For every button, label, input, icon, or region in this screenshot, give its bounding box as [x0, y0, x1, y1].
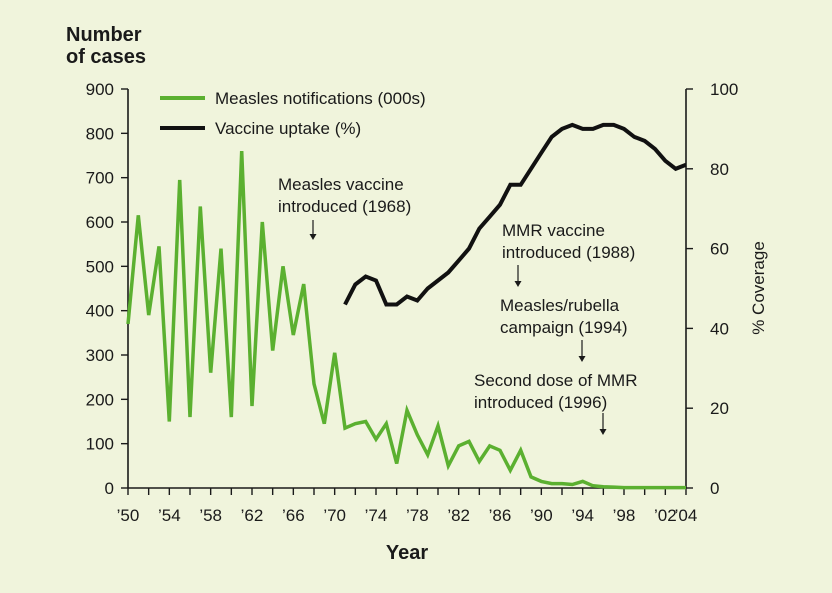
y-tick-label-left: 0	[105, 479, 114, 498]
x-tick-label: ’78	[406, 506, 429, 525]
y-tick-label-right: 100	[710, 80, 738, 99]
x-tick-label: ’66	[282, 506, 305, 525]
y-tick-label-left: 100	[86, 435, 114, 454]
legend-label: Measles notifications (000s)	[215, 89, 426, 108]
annotation-arrowhead	[578, 356, 586, 362]
x-tick-label: ’94	[571, 506, 594, 525]
axes-group	[121, 88, 693, 495]
annotation-arrowhead	[514, 281, 522, 287]
x-tick-label: ’54	[158, 506, 181, 525]
annotation-text: introduced (1968)	[278, 197, 411, 216]
y-tick-label-left: 800	[86, 124, 114, 143]
x-tick-label: ’62	[241, 506, 264, 525]
annotation-arrowhead	[599, 429, 607, 435]
x-tick-label: ’98	[613, 506, 636, 525]
x-tick-label: ’50	[117, 506, 140, 525]
y-axis-title-left: of cases	[66, 46, 146, 68]
x-tick-label: ’90	[530, 506, 553, 525]
x-axis-title: Year	[386, 542, 428, 564]
annotation-text: Second dose of MMR	[474, 371, 637, 390]
y-tick-label-right: 20	[710, 399, 729, 418]
x-tick-label: ’70	[323, 506, 346, 525]
annotation-text: Measles vaccine	[278, 175, 404, 194]
y-tick-label-left: 500	[86, 257, 114, 276]
annotation-text: introduced (1996)	[474, 393, 607, 412]
measles-notifications-line	[126, 151, 686, 490]
y-tick-label-left: 900	[86, 80, 114, 99]
y-tick-label-right: 60	[710, 240, 729, 259]
x-tick-label: ’74	[365, 506, 388, 525]
y-tick-label-right: 0	[710, 479, 719, 498]
vaccine-uptake-line	[343, 122, 687, 307]
x-tick-label: ’04	[675, 506, 698, 525]
annotation-text: campaign (1994)	[500, 318, 628, 337]
labels-group: 0 100 200 300 400 500 600 700 800 900 0 20 40 60 80 100…	[66, 24, 768, 564]
y-tick-label-left: 300	[86, 346, 114, 365]
legend-label: Vaccine uptake (%)	[215, 119, 361, 138]
annotation-text: MMR vaccine	[502, 221, 605, 240]
y-tick-label-left: 200	[86, 390, 114, 409]
y-axis-title-left: Number	[66, 24, 142, 46]
x-tick-label: ’02	[654, 506, 677, 525]
y-tick-label-left: 700	[86, 169, 114, 188]
series-group	[126, 122, 687, 490]
annotation-arrowhead	[309, 234, 317, 240]
x-tick-label: ’86	[489, 506, 512, 525]
y-tick-label-right: 40	[710, 319, 729, 338]
annotation-text: introduced (1988)	[502, 243, 635, 262]
x-tick-label: ’82	[447, 506, 470, 525]
y-tick-label-left: 400	[86, 302, 114, 321]
y-tick-label-right: 80	[710, 160, 729, 179]
x-tick-label: ’58	[199, 506, 222, 525]
y-axis-title-right: % Coverage	[749, 241, 768, 335]
y-tick-label-left: 600	[86, 213, 114, 232]
annotation-text: Measles/rubella	[500, 296, 620, 315]
